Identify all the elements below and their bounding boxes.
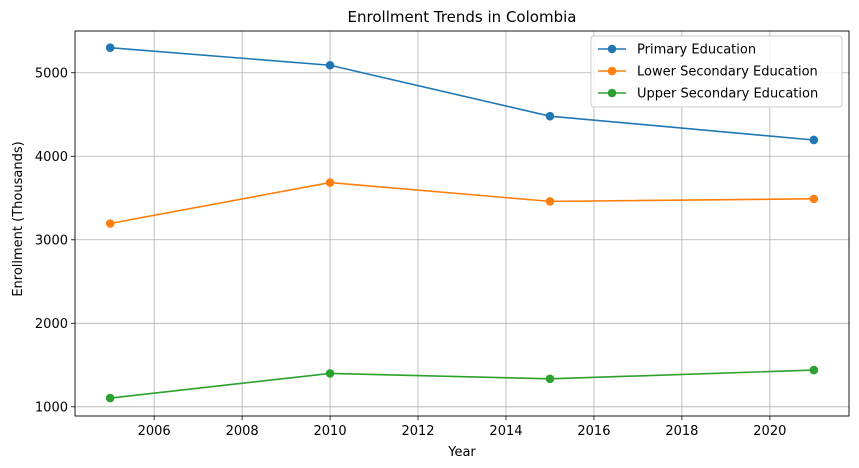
legend: Primary Education Lower Secondary Educati… [590, 35, 843, 108]
data-point [325, 369, 335, 378]
series-1 [105, 43, 819, 145]
data-point [105, 393, 115, 403]
x-tick-label: 2018 [665, 424, 698, 439]
x-tick-label: 2020 [753, 424, 786, 439]
series-line [110, 46, 814, 141]
data-point [545, 111, 555, 121]
series-2 [105, 178, 819, 228]
data-point [809, 194, 819, 204]
data-point [545, 374, 555, 384]
legend-marker [607, 88, 617, 98]
legend-item: Upper Secondary Education [598, 87, 818, 102]
data-point [809, 135, 819, 145]
data-point [105, 219, 115, 228]
data-point [809, 365, 819, 375]
x-tick-label: 2012 [401, 424, 434, 439]
series-3 [105, 365, 819, 403]
data-point [545, 197, 555, 206]
x-tick-label: 2006 [138, 424, 171, 439]
data-point [105, 43, 115, 53]
legend-marker [607, 44, 617, 54]
axis-ticks: 2006 2008 2010 2012 2014 2016 2018 2020 1000 2000… [35, 66, 786, 439]
x-tick-label: 2016 [577, 424, 610, 439]
x-tick-label: 2014 [489, 424, 522, 439]
legend-item: Lower Secondary Education [598, 65, 818, 80]
y-tick-label: 5000 [35, 66, 68, 81]
x-tick-label: 2010 [314, 424, 347, 439]
legend-label: Primary Education [637, 43, 756, 58]
data-point [325, 178, 335, 187]
chart-title: Enrollment Trends in Colombia [348, 8, 577, 26]
series-line [110, 181, 814, 225]
plot-frame [74, 30, 850, 417]
legend-label: Lower Secondary Education [637, 65, 818, 80]
series-layer [105, 43, 819, 403]
data-point [325, 60, 335, 70]
y-axis-title: Enrollment (Thousands) [11, 141, 26, 296]
y-tick-label: 4000 [35, 150, 68, 165]
y-tick-label: 1000 [35, 400, 68, 415]
legend-label: Upper Secondary Education [637, 87, 818, 102]
x-axis-title: Year [447, 445, 476, 460]
y-tick-label: 2000 [35, 317, 68, 332]
x-tick-label: 2008 [226, 424, 259, 439]
legend-marker [607, 66, 617, 76]
series-line [110, 369, 814, 399]
y-tick-label: 3000 [35, 233, 68, 248]
legend-box [590, 35, 843, 108]
legend-item: Primary Education [598, 43, 756, 58]
